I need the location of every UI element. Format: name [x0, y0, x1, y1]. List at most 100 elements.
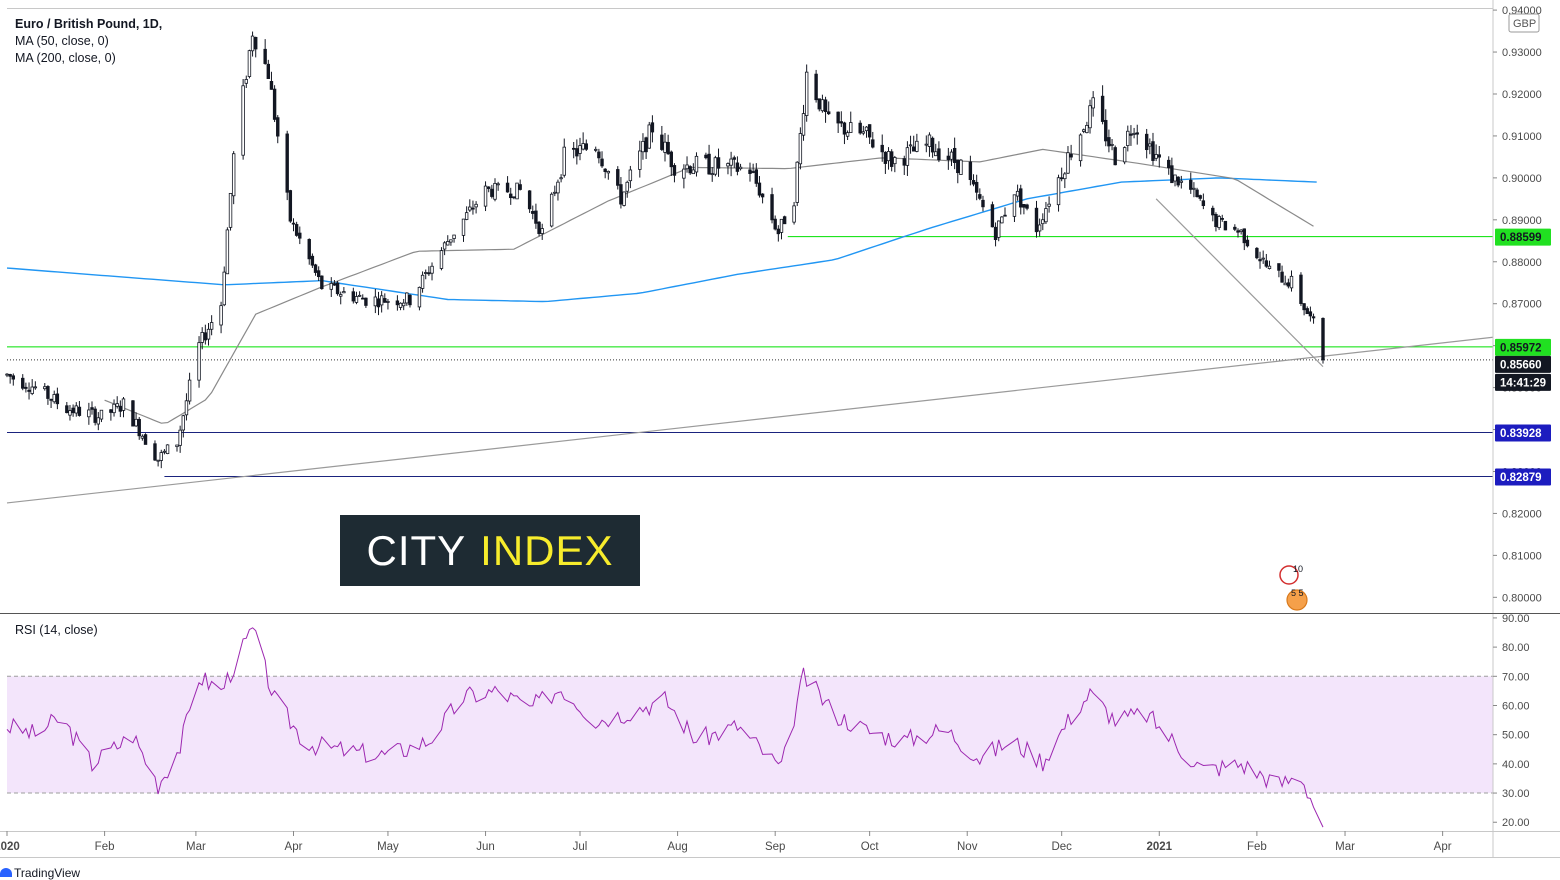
candle-down	[968, 161, 973, 181]
candle-down	[1286, 282, 1291, 287]
candle-up	[452, 234, 456, 239]
candle-down	[952, 147, 957, 163]
candle-down	[597, 151, 601, 159]
candle-up	[795, 161, 799, 203]
ma200-legend[interactable]: MA (200, close, 0)	[15, 51, 116, 65]
candle-down	[537, 221, 541, 234]
candle-up	[483, 185, 488, 207]
currency-badge	[1508, 13, 1540, 33]
candle-up	[181, 415, 186, 431]
candle-down	[1223, 220, 1228, 231]
candle-up	[559, 177, 563, 180]
earnings-event-icon	[1286, 589, 1308, 611]
candle-down	[1214, 214, 1218, 228]
candle-down	[294, 224, 299, 236]
candle-up	[493, 182, 497, 200]
candle-down	[1211, 207, 1215, 216]
time-tick-label: Feb	[95, 841, 115, 853]
candle-up	[178, 429, 182, 446]
candle-up	[175, 444, 179, 448]
candle-down	[1025, 204, 1029, 209]
candle-down	[71, 407, 75, 414]
candle-up	[710, 173, 714, 176]
candle-down	[310, 255, 315, 266]
candle-down	[600, 158, 604, 167]
candle-down	[505, 182, 510, 193]
candle-up	[1063, 173, 1067, 180]
candle-down	[527, 190, 532, 210]
candle-up	[228, 192, 233, 228]
candle-down	[1176, 176, 1180, 186]
candle-up	[464, 212, 469, 220]
candle-down	[773, 218, 777, 230]
tradingview-footer[interactable]: TradingView	[14, 866, 81, 880]
candle-down	[531, 211, 535, 214]
candle-up	[247, 50, 252, 77]
candle-down	[827, 111, 831, 115]
candle-up	[804, 71, 809, 116]
event-markers[interactable]: 10 5 5	[1279, 564, 1308, 611]
candle-down	[688, 166, 692, 174]
candle-down	[757, 182, 762, 196]
candle-up	[1132, 132, 1136, 135]
candle-down	[858, 122, 862, 134]
time-tick-label: Oct	[861, 841, 880, 853]
candle-down	[90, 407, 94, 410]
candle-down	[131, 400, 135, 427]
candle-up	[357, 294, 362, 297]
candle-up	[861, 131, 866, 134]
rsi-legend[interactable]: RSI (14, close)	[15, 623, 98, 637]
candle-down	[93, 408, 97, 423]
candle-down	[1280, 271, 1284, 283]
candle-up	[134, 418, 138, 427]
candle-down	[823, 99, 828, 113]
candle-down	[912, 146, 916, 152]
time-tick-label: Feb	[1247, 841, 1267, 853]
candle-up	[628, 169, 633, 182]
price-badge	[1495, 228, 1551, 246]
candle-down	[361, 297, 365, 300]
candle-down	[313, 264, 318, 273]
candle-down	[298, 232, 302, 239]
symbol-title[interactable]: Euro / British Pound, 1D,	[15, 17, 163, 31]
candle-up	[140, 435, 145, 439]
candle-up	[934, 151, 938, 157]
candle-down	[285, 133, 289, 193]
candle-up	[159, 452, 163, 461]
candle-up	[439, 250, 444, 269]
candle-down	[571, 147, 576, 150]
candle-up	[893, 157, 897, 165]
candle-down	[266, 63, 271, 79]
candle-down	[839, 121, 844, 124]
candle-down	[46, 386, 50, 399]
candle-up	[1239, 229, 1243, 233]
candle-up	[420, 274, 425, 289]
candle-up	[250, 35, 255, 52]
candle-down	[1245, 239, 1250, 247]
candle-down	[1302, 303, 1306, 311]
candle-up	[556, 181, 560, 194]
candle-down	[930, 137, 935, 153]
candle-down	[109, 409, 113, 413]
candle-up	[905, 147, 910, 166]
candle-up	[115, 403, 119, 407]
candle-up	[1217, 216, 1221, 229]
candle-down	[575, 148, 579, 157]
candle-down	[1003, 214, 1007, 217]
candle-up	[1037, 224, 1042, 232]
candle-up	[386, 301, 390, 303]
candle-up	[401, 302, 406, 307]
time-tick-label: 2020	[0, 841, 20, 853]
price-tick-label: 0.90000	[1502, 173, 1542, 185]
candle-up	[398, 302, 403, 308]
price-tick-label: 0.87000	[1502, 299, 1542, 311]
candle-down	[1019, 188, 1023, 208]
ma50-legend[interactable]: MA (50, close, 0)	[15, 34, 109, 48]
currency-badge-label: GBP	[1513, 18, 1536, 30]
calendar-event-icon	[1279, 565, 1299, 585]
time-tick-label: Aug	[667, 841, 687, 853]
candle-down	[814, 73, 818, 101]
price-tick-label: 0.91000	[1502, 131, 1542, 143]
candle-up	[1000, 216, 1004, 224]
candle-up	[200, 332, 204, 343]
